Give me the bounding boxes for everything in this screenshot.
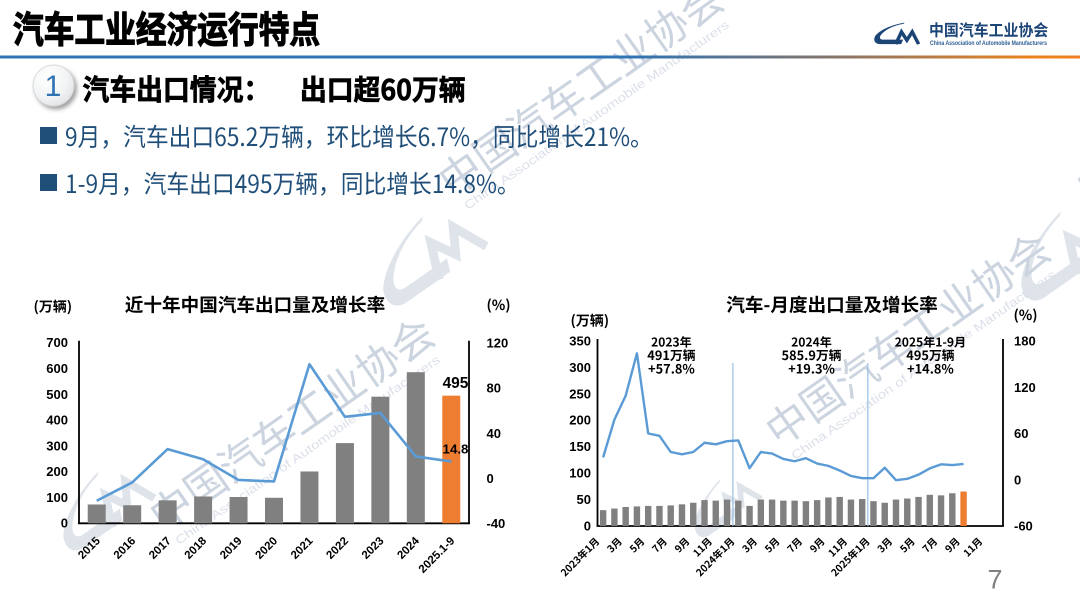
svg-text:400: 400 — [46, 413, 68, 428]
svg-text:100: 100 — [46, 490, 68, 505]
svg-text:200: 200 — [569, 413, 591, 428]
svg-text:50: 50 — [577, 492, 591, 507]
svg-text:150: 150 — [569, 439, 591, 454]
svg-text:100: 100 — [569, 466, 591, 481]
svg-text:500: 500 — [46, 387, 68, 402]
svg-text:80: 80 — [487, 381, 501, 396]
svg-text:1: 1 — [45, 70, 62, 103]
svg-text:0: 0 — [61, 516, 68, 531]
svg-text:120: 120 — [1014, 380, 1036, 395]
svg-text:14.8: 14.8 — [443, 442, 469, 457]
svg-text:300: 300 — [569, 360, 591, 375]
svg-text:-60: -60 — [1014, 519, 1033, 534]
svg-text:China Association of Automobil: China Association of Automobile Manufact… — [930, 40, 1047, 47]
svg-text:180: 180 — [1014, 334, 1036, 349]
svg-text:300: 300 — [46, 438, 68, 453]
svg-text:0: 0 — [1014, 472, 1021, 487]
svg-text:600: 600 — [46, 361, 68, 376]
svg-text:0: 0 — [584, 518, 591, 533]
svg-text:495: 495 — [443, 375, 469, 392]
svg-text:0: 0 — [487, 471, 494, 486]
svg-text:-40: -40 — [487, 516, 506, 531]
svg-text:350: 350 — [569, 333, 591, 348]
svg-text:120: 120 — [487, 336, 509, 351]
svg-text:60: 60 — [1014, 426, 1028, 441]
svg-text:7: 7 — [987, 565, 1002, 595]
svg-text:200: 200 — [46, 464, 68, 479]
svg-text:40: 40 — [487, 426, 501, 441]
svg-text:250: 250 — [569, 386, 591, 401]
svg-text:700: 700 — [46, 335, 68, 350]
